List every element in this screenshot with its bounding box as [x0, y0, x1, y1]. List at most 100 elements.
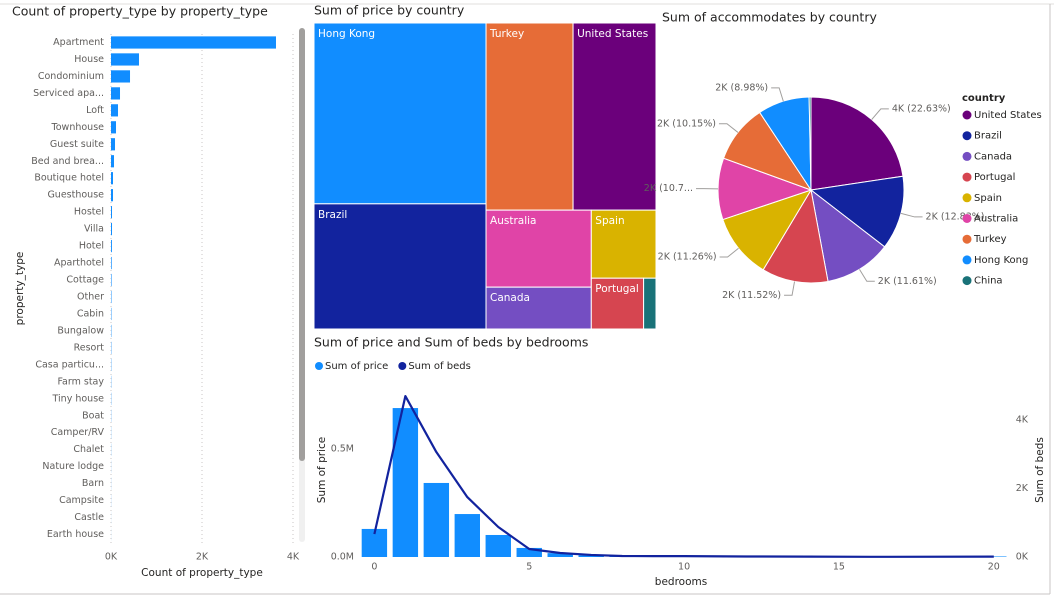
bar	[111, 53, 139, 66]
y-axis-title: Sum of price	[316, 437, 328, 503]
tile-label: Portugal	[595, 283, 639, 295]
leader-line	[718, 123, 739, 133]
pie-slice	[722, 189, 813, 271]
pie-slice	[808, 96, 812, 191]
legend-label: Hong Kong	[974, 255, 1028, 266]
y-tick-label: Tiny house	[52, 393, 105, 404]
legend-title: country	[962, 93, 1006, 104]
data-label: 2K (8.98%)	[715, 82, 768, 93]
y2-tick-label: 4K	[1016, 415, 1029, 426]
bar	[111, 239, 112, 253]
bar	[423, 482, 450, 557]
y2-tick-label: 0K	[1016, 552, 1029, 563]
x-axis-title: bedrooms	[655, 576, 707, 588]
y-tick-label: Bed and brea...	[31, 156, 104, 167]
y-axis-title: property_type	[14, 252, 26, 326]
y-tick-label: Townhouse	[51, 122, 105, 133]
legend-label: Brazil	[974, 131, 1002, 142]
leader-line	[871, 108, 889, 120]
tile-label: Canada	[490, 292, 530, 304]
tile-label: Spain	[595, 215, 624, 227]
y-tick-label: Boutique hotel	[34, 173, 104, 184]
x-tick-label: 0K	[105, 552, 118, 563]
legend-marker	[962, 151, 972, 161]
pie-slice	[810, 188, 886, 283]
y-tick-label: Hostel	[74, 207, 104, 218]
y-tick-label: Boat	[82, 410, 104, 421]
legend-marker	[962, 172, 972, 182]
legend-marker	[962, 255, 972, 265]
legend-label: Sum of price	[325, 361, 388, 372]
y-tick-label: Bungalow	[57, 325, 104, 336]
y-tick-label: Hotel	[79, 241, 104, 252]
legend-label: Canada	[974, 151, 1012, 162]
treemap-tile	[313, 22, 487, 205]
bar	[111, 104, 119, 117]
bar	[111, 206, 113, 219]
tile-label: Australia	[490, 215, 536, 227]
treemap-tile	[590, 209, 657, 279]
x-tick-label: 2K	[196, 552, 209, 563]
scrollbar-thumb[interactable]	[299, 28, 305, 461]
treemap-tile	[572, 22, 657, 211]
y-tick-label: Casa particu...	[35, 359, 104, 370]
pie-slice	[762, 188, 829, 284]
bar	[392, 408, 419, 557]
y-tick-label: 0.0M	[331, 552, 354, 563]
leader-line	[900, 212, 923, 218]
legend-marker	[962, 193, 972, 203]
x-tick-label: 15	[833, 562, 845, 573]
bar	[111, 36, 276, 49]
leader-line	[784, 281, 796, 296]
bar	[578, 555, 604, 557]
legend-label: Spain	[974, 193, 1002, 204]
bar	[111, 172, 114, 185]
data-label: 2K (10.7...	[644, 183, 693, 194]
chart-title: Sum of accommodates by country	[662, 10, 877, 25]
legend-marker	[962, 234, 972, 244]
legend-label: Australia	[974, 214, 1018, 225]
treemap-tile	[590, 277, 645, 330]
tile-label: United States	[577, 28, 648, 40]
y-tick-label: Guest suite	[50, 139, 104, 150]
bar	[111, 189, 114, 202]
bar	[454, 514, 480, 557]
y-tick-label: Chalet	[73, 444, 104, 455]
y-tick-label: Nature lodge	[42, 461, 104, 472]
y-tick-label: Villa	[84, 224, 104, 235]
y-tick-label: Campsite	[59, 495, 104, 506]
bar	[516, 547, 542, 557]
y-tick-label: Condominium	[38, 71, 104, 82]
y-tick-label: Cottage	[66, 275, 104, 286]
x-tick-label: 4K	[287, 552, 300, 563]
legend-label: Portugal	[974, 172, 1015, 183]
bar	[485, 534, 511, 557]
x-tick-label: 5	[526, 562, 532, 573]
legend-marker	[962, 110, 972, 120]
leader-line	[719, 247, 739, 258]
line	[373, 394, 994, 558]
y-tick-label: Loft	[86, 105, 104, 116]
legend-marker	[962, 131, 972, 141]
y-tick-label: Resort	[74, 342, 105, 353]
y-tick-label: Other	[77, 291, 104, 302]
bar	[111, 70, 131, 83]
leader-line	[859, 269, 875, 282]
x-tick-label: 0	[371, 562, 377, 573]
y-tick-label: Earth house	[47, 529, 104, 540]
y-tick-label: Serviced apa...	[33, 88, 104, 99]
legend-marker	[962, 214, 972, 223]
treemap-tile	[313, 203, 487, 330]
bar	[111, 121, 117, 134]
y-tick-label: 0.5M	[331, 444, 354, 455]
y2-tick-label: 2K	[1016, 483, 1029, 494]
bar	[111, 138, 116, 151]
tile-label: Brazil	[318, 209, 347, 221]
y-tick-label: Camper/RV	[51, 427, 105, 438]
data-label: 4K (22.63%)	[892, 103, 951, 114]
chart-title: Sum of price by country	[314, 3, 465, 18]
leader-line	[771, 87, 784, 102]
bar	[111, 256, 112, 270]
legend-label: United States	[974, 110, 1042, 121]
